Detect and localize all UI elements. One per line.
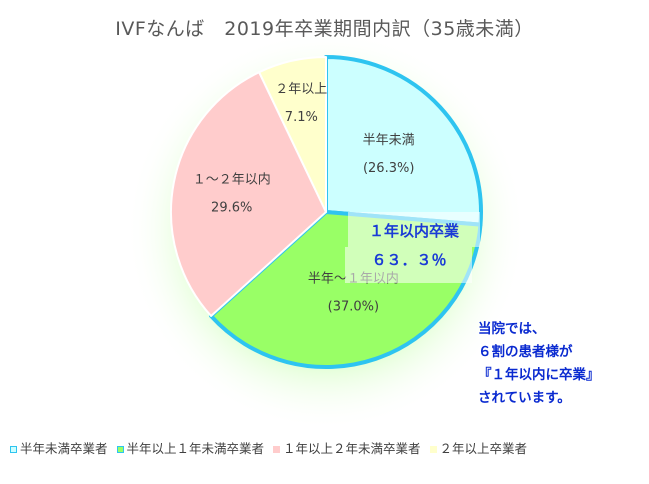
callout-text: 当院では、 ６割の患者様が 『１年以内に卒業』 されています。: [478, 318, 600, 410]
callout-line: 当院では、: [478, 321, 546, 337]
legend-swatch: [273, 446, 280, 453]
slice-label: １～２年以内: [193, 171, 271, 187]
slice-value-label: 7.1%: [285, 110, 318, 125]
slice-value-label: (26.3%): [363, 161, 414, 176]
legend-item: 半年以上１年未満卒業者: [116, 438, 265, 457]
legend-label: 半年以上１年未満卒業者: [126, 441, 265, 456]
callout-line: 『１年以内に卒業』: [478, 367, 600, 383]
pie-slice: [258, 56, 327, 213]
legend-item: １年以上２年未満卒業者: [273, 438, 421, 457]
legend-item: 半年未満卒業者: [10, 438, 108, 457]
legend-item: ２年以上卒業者: [429, 438, 528, 457]
slice-value-label: 29.6%: [211, 200, 252, 215]
slice-label: 半年未満: [363, 133, 415, 148]
legend-swatch: [116, 446, 124, 453]
pie-slice: [324, 55, 483, 227]
highlight-box-top: [348, 212, 480, 247]
highlight-box: １年以内卒業 ６３．３％: [345, 212, 480, 283]
chart-title: IVFなんば 2019年卒業期間内訳（35歳未満）: [115, 18, 534, 40]
legend-label: 半年未満卒業者: [20, 441, 108, 456]
legend-swatch: [429, 446, 437, 453]
highlight-title: １年以内卒業: [369, 222, 460, 240]
legend-swatch: [10, 446, 17, 453]
legend-label: １年以上２年未満卒業者: [283, 441, 421, 456]
highlight-value: ６３．３％: [371, 251, 446, 269]
callout-line: ６割の患者様が: [478, 344, 573, 360]
slice-label: ２年以上: [275, 82, 327, 97]
slice-value-label: (37.0%): [328, 300, 379, 315]
chart-legend: 半年未満卒業者 半年以上１年未満卒業者 １年以上２年未満卒業者 ２年以上卒業者: [10, 438, 640, 457]
callout-line: されています。: [478, 390, 571, 406]
highlight-box-bottom: [345, 247, 472, 283]
legend-label: ２年以上卒業者: [439, 441, 528, 456]
